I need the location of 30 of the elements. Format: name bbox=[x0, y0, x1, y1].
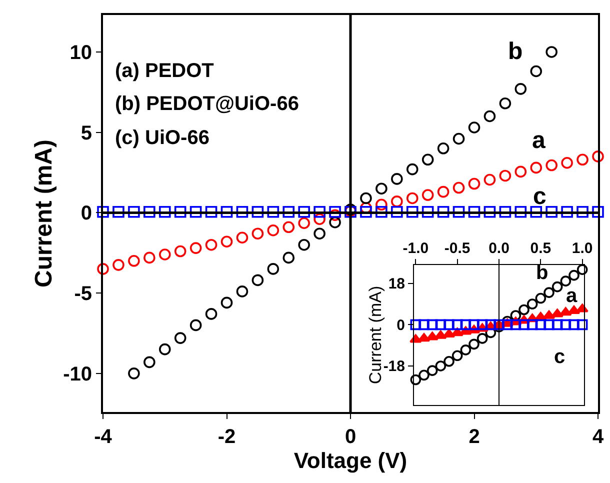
annotation: (c) UiO-66 bbox=[115, 127, 210, 149]
x-tick-label: -2 bbox=[218, 426, 236, 448]
y-tick-label: 0 bbox=[80, 202, 92, 225]
y-tick-label: 0 bbox=[396, 316, 405, 334]
y-tick-label: -5 bbox=[74, 283, 92, 306]
series-label: c bbox=[554, 346, 566, 368]
x-axis-title: Voltage (V) bbox=[294, 448, 408, 473]
y-tick-label: -18 bbox=[383, 358, 405, 376]
x-tick-label: 0.0 bbox=[488, 240, 510, 257]
series-label: b bbox=[508, 38, 523, 65]
x-tick-label: -0.5 bbox=[444, 240, 470, 257]
series-label: a bbox=[532, 127, 546, 154]
annotation: (b) PEDOT@UiO-66 bbox=[115, 93, 299, 115]
y-axis-title: Current (mA) bbox=[366, 286, 385, 384]
series-label: b bbox=[536, 262, 548, 284]
y-tick-label: 10 bbox=[70, 42, 92, 64]
x-tick-label: 0 bbox=[344, 426, 356, 448]
y-tick-label: 18 bbox=[388, 276, 405, 293]
x-tick-label: 0.5 bbox=[530, 240, 552, 257]
series-label: c bbox=[533, 183, 546, 210]
series-label: a bbox=[566, 285, 578, 307]
x-tick-label: 1.0 bbox=[572, 240, 593, 257]
y-tick-label: 5 bbox=[80, 122, 92, 144]
x-tick-label: -4 bbox=[94, 426, 113, 448]
y-axis-title: Current (mA) bbox=[30, 140, 58, 288]
x-tick-label: 4 bbox=[592, 426, 604, 448]
y-tick-label: -10 bbox=[63, 363, 92, 386]
x-tick-label: -1.0 bbox=[402, 240, 429, 257]
annotation: (a) PEDOT bbox=[115, 60, 214, 82]
x-tick-label: 2 bbox=[468, 426, 480, 448]
